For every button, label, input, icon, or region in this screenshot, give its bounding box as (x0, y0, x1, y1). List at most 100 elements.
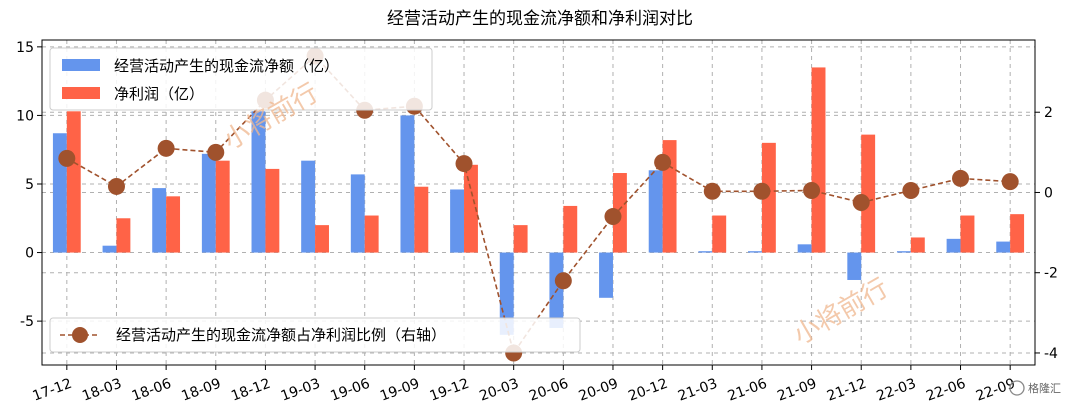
x-tick-label: 22-06 (924, 376, 968, 404)
y-tick-label: 15 (16, 40, 34, 56)
bar-cashflow (350, 174, 365, 253)
y-tick-label: 10 (16, 108, 34, 124)
logo: 格隆汇 (1009, 380, 1061, 396)
bar-cashflow (996, 241, 1011, 253)
ratio-point (455, 155, 473, 173)
ratio-point (1001, 173, 1019, 191)
x-tick-label: 18-06 (130, 376, 174, 404)
bar-netprofit (116, 218, 131, 253)
x-tick-label: 21-03 (676, 376, 720, 404)
x-tick-label: 22-03 (875, 376, 919, 404)
bar-cashflow (201, 153, 216, 253)
legend-swatch-netprofit (62, 87, 100, 99)
legend-label-cashflow: 经营活动产生的现金流净额（亿） (114, 57, 339, 75)
bar-netprofit (315, 225, 329, 253)
bar-netprofit (364, 215, 379, 253)
x-tick-label: 20-12 (626, 376, 670, 404)
x-tick-label: 17-12 (30, 376, 74, 404)
bar-cashflow (797, 244, 812, 253)
ratio-point (107, 177, 125, 195)
y-tick-label: 0 (25, 246, 34, 262)
bar-cashflow (847, 252, 862, 280)
y-axis-left: -5 0 5 10 15 (16, 40, 42, 330)
bar-netprofit (861, 134, 876, 253)
y2-tick-label: 0 (1044, 185, 1053, 201)
ratio-point (654, 153, 672, 171)
ratio-point (604, 208, 622, 226)
bar-netprofit (66, 111, 81, 253)
ratio-point (207, 143, 225, 161)
bar-netprofit (712, 215, 727, 253)
ratio-point (902, 181, 920, 199)
legend-swatch-cashflow (62, 59, 100, 71)
x-tick-label: 21-12 (825, 376, 869, 404)
ratio-point (803, 181, 821, 199)
bar-cashflow (896, 251, 911, 253)
legend-marker-ratio (72, 327, 88, 343)
x-tick-label: 18-12 (229, 376, 273, 404)
bar-netprofit (761, 142, 776, 253)
bar-cashflow (152, 188, 167, 253)
y-tick-label: 5 (25, 177, 34, 193)
x-tick-label: 22-09 (974, 376, 1018, 404)
bar-netprofit (563, 205, 578, 253)
x-tick-label: 21-06 (726, 376, 770, 404)
y2-tick-label: -2 (1044, 266, 1058, 282)
bar-netprofit (910, 237, 925, 253)
x-tick-label: 18-09 (179, 376, 223, 404)
bar-cashflow (698, 251, 713, 253)
bar-cashflow (400, 115, 415, 253)
x-tick-label: 20-06 (527, 376, 571, 404)
ratio-point (58, 149, 76, 167)
bar-netprofit (166, 196, 181, 253)
ratio-point (703, 182, 721, 200)
plot-frame (41, 39, 1036, 366)
ratio-point (554, 272, 572, 290)
ratio-point (753, 182, 771, 200)
bar-netprofit (1010, 214, 1025, 253)
ratio-point (157, 139, 175, 157)
bar-cashflow (648, 170, 663, 253)
legend-label-netprofit: 净利润（亿） (114, 85, 204, 103)
chart-title: 经营活动产生的现金流净额和净利润对比 (387, 9, 693, 29)
x-tick-label: 20-03 (477, 376, 521, 404)
bar-netprofit (960, 215, 975, 253)
bar-netprofit (513, 225, 528, 253)
bar-cashflow (946, 238, 961, 253)
legend-top: 经营活动产生的现金流净额（亿） 净利润（亿） (49, 47, 433, 111)
x-tick-label: 18-03 (80, 376, 124, 404)
legend-bottom: 经营活动产生的现金流净额占净利润比例（右轴） (49, 317, 581, 353)
y-axis-right: -4 -2 0 2 (1035, 105, 1058, 362)
y-tick-label: -5 (20, 314, 34, 330)
watermark-2: 小将前行 (789, 273, 894, 351)
legend-bottom-box (49, 317, 581, 353)
ratio-point (852, 194, 870, 211)
bar-netprofit (215, 160, 230, 253)
x-tick-label: 20-09 (577, 376, 621, 404)
logo-text: 格隆汇 (1028, 381, 1061, 395)
bar-cashflow (450, 189, 465, 253)
logo-icon (1009, 380, 1025, 396)
y2-tick-label: -4 (1044, 346, 1058, 362)
legend-top-box (49, 47, 433, 111)
ratio-point (952, 169, 970, 187)
bar-netprofit (414, 186, 429, 253)
y2-tick-label: 2 (1044, 105, 1053, 121)
bar-cashflow (748, 251, 762, 253)
bar-netprofit (811, 67, 826, 253)
x-tick-label: 19-06 (328, 376, 372, 404)
bar-netprofit (265, 168, 280, 253)
x-tick-label: 19-03 (279, 376, 323, 404)
bar-cashflow (599, 252, 613, 298)
bar-cashflow (301, 160, 316, 253)
bar-cashflow (499, 252, 514, 335)
bar-netprofit (464, 164, 478, 253)
legend-label-ratio: 经营活动产生的现金流净额占净利润比例（右轴） (116, 326, 446, 344)
x-axis: 17-12 18-03 18-06 18-09 18-12 19-03 19-06 19-09… (30, 365, 1018, 404)
x-tick-label: 19-12 (428, 376, 472, 404)
ratio-line-path (66, 54, 1011, 355)
x-tick-label: 19-09 (378, 376, 422, 404)
bar-cashflow (251, 111, 266, 253)
bar-cashflow (102, 245, 117, 253)
